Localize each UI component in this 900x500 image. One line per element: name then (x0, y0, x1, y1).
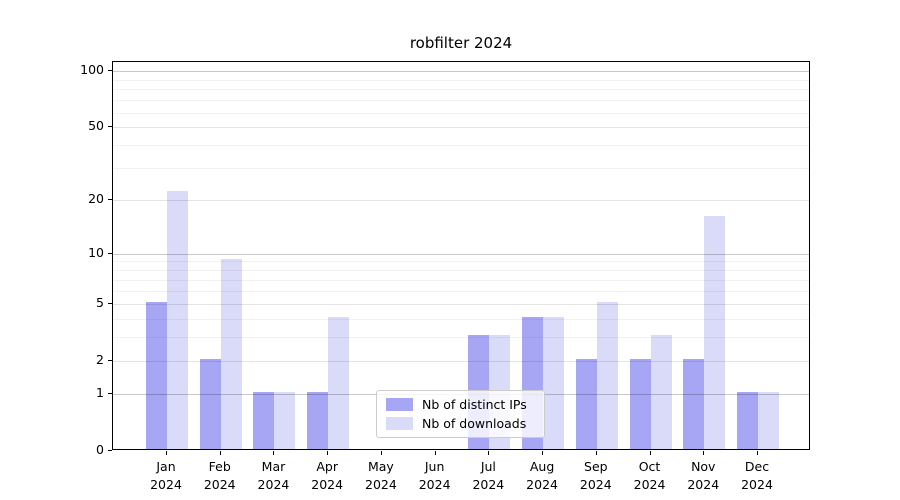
bar-distinct-ips-mar (253, 391, 275, 449)
y-tick-mark-10 (108, 252, 112, 254)
y-tick-label-5: 5 (96, 294, 104, 310)
x-tick-mark-oct (649, 451, 651, 455)
x-tick-mark-may (380, 451, 382, 455)
x-tick-label-apr: Apr 2024 (311, 459, 344, 493)
gridline-y-100 (113, 71, 809, 72)
bar-downloads-feb (220, 259, 242, 449)
bar-downloads-oct (650, 334, 672, 449)
legend-swatch-downloads (386, 417, 413, 430)
bar-distinct-ips-apr (307, 391, 329, 449)
bar-downloads-apr (328, 316, 350, 449)
legend-label-downloads: Nb of downloads (422, 416, 527, 431)
gridline-y-70 (113, 100, 809, 101)
bar-distinct-ips-nov (683, 358, 705, 449)
y-tick-mark-100 (108, 70, 112, 71)
gridline-y-30 (113, 168, 809, 170)
y-tick-label-10: 10 (88, 244, 104, 260)
gridline-y-10 (113, 253, 809, 255)
bar-downloads-dec (758, 391, 779, 449)
bar-distinct-ips-sep (575, 358, 597, 449)
y-tick-mark-1 (108, 392, 112, 394)
x-tick-mark-jun (434, 451, 436, 455)
bar-downloads-mar (274, 391, 296, 449)
gridline-y-40 (113, 145, 809, 147)
gridline-y-50 (113, 127, 809, 129)
y-tick-label-50: 50 (88, 118, 104, 134)
x-tick-label-jan: Jan 2024 (150, 459, 182, 493)
x-tick-label-nov: Nov 2024 (687, 459, 720, 493)
gridline-y-4 (113, 318, 809, 320)
legend: Nb of distinct IPs Nb of downloads (376, 390, 545, 438)
bar-downloads-nov (704, 215, 726, 449)
gridline-y-20 (113, 200, 809, 202)
x-tick-mark-mar (273, 451, 275, 455)
x-tick-label-aug: Aug 2024 (526, 459, 558, 493)
bar-distinct-ips-dec (737, 391, 758, 449)
x-tick-label-may: May 2024 (365, 459, 397, 493)
legend-swatch-distinct-ips (386, 398, 413, 411)
gridline-y-8 (113, 270, 809, 272)
bar-downloads-aug (543, 316, 565, 449)
x-tick-label-jun: Jun 2024 (418, 459, 451, 493)
gridline-y-7 (113, 279, 809, 281)
y-tick-label-20: 20 (88, 191, 104, 207)
y-tick-mark-2 (108, 359, 112, 361)
x-tick-mark-jul (488, 451, 490, 455)
x-tick-label-jul: Jul 2024 (472, 459, 505, 493)
gridline-y-9 (113, 261, 809, 263)
gridline-y-90 (113, 79, 809, 81)
gridline-y-2 (113, 360, 809, 362)
legend-entry-downloads: Nb of downloads (386, 416, 535, 431)
x-tick-mark-sep (595, 451, 597, 455)
bar-downloads-jan (167, 190, 188, 449)
bar-downloads-sep (596, 301, 618, 449)
gridline-y-5 (113, 303, 809, 305)
gridline-y-3 (113, 336, 809, 338)
x-tick-label-sep: Sep 2024 (579, 459, 612, 493)
x-tick-label-mar: Mar 2024 (257, 459, 290, 493)
y-tick-mark-50 (108, 126, 112, 128)
y-tick-mark-0 (108, 450, 112, 451)
gridline-y-80 (113, 89, 809, 91)
bar-distinct-ips-feb (199, 358, 221, 449)
bar-distinct-ips-oct (629, 358, 651, 449)
legend-entry-distinct-ips: Nb of distinct IPs (386, 397, 535, 412)
y-tick-mark-20 (108, 199, 112, 201)
gridline-y-6 (113, 290, 809, 292)
x-tick-mark-nov (703, 451, 705, 455)
y-tick-mark-5 (108, 302, 112, 304)
x-tick-mark-apr (327, 451, 329, 455)
chart-title: robfilter 2024 (409, 34, 513, 52)
bar-distinct-ips-jan (146, 301, 167, 449)
legend-label-distinct-ips: Nb of distinct IPs (422, 397, 527, 412)
y-tick-label-2: 2 (96, 351, 104, 367)
x-tick-mark-dec (757, 451, 758, 455)
x-tick-label-oct: Oct 2024 (633, 459, 666, 493)
y-tick-label-0: 0 (96, 442, 104, 457)
x-tick-mark-jan (166, 451, 167, 455)
x-tick-label-dec: Dec 2024 (741, 459, 773, 493)
x-tick-label-feb: Feb 2024 (203, 459, 236, 493)
plot-area: Nb of distinct IPs Nb of downloads (112, 61, 810, 450)
x-tick-mark-feb (219, 451, 221, 455)
y-tick-label-100: 100 (80, 62, 104, 77)
gridline-y-60 (113, 112, 809, 114)
y-tick-label-1: 1 (96, 384, 104, 400)
x-tick-mark-aug (542, 451, 544, 455)
